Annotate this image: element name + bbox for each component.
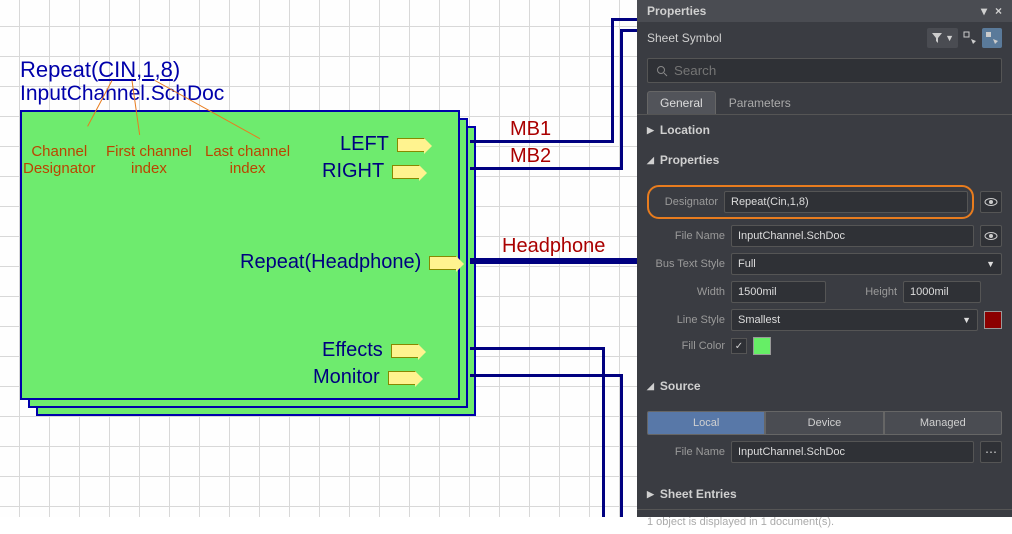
section-properties[interactable]: ◢ Properties [637, 145, 1012, 175]
wire [620, 374, 623, 517]
schematic-canvas[interactable]: Repeat(CIN,1,8) InputChannel.SchDoc Chan… [0, 0, 637, 517]
component-type: Sheet Symbol [647, 31, 722, 45]
bustext-label: Bus Text Style [647, 258, 725, 270]
filter-dropdown[interactable]: ▼ [927, 28, 958, 48]
tab-general[interactable]: General [647, 91, 716, 114]
linestyle-color-swatch[interactable] [984, 311, 1002, 329]
section-source-body: Local Device Managed File Name ⋯ [637, 401, 1012, 479]
source-managed[interactable]: Managed [884, 411, 1002, 435]
annotation-first-index: First channelindex [106, 143, 192, 178]
section-location[interactable]: ▶ Location [637, 115, 1012, 145]
net-label-mb1: MB1 [510, 118, 551, 141]
bus [470, 258, 637, 264]
fillcolor-label: Fill Color [647, 340, 725, 352]
bustext-dropdown[interactable]: Full ▼ [731, 253, 1002, 275]
port-effects[interactable]: Effects [322, 339, 419, 362]
fillcolor-checkbox[interactable]: ✓ [731, 338, 747, 354]
wire [602, 347, 605, 517]
source-local[interactable]: Local [647, 411, 765, 435]
panel-subheader: Sheet Symbol ▼ [637, 22, 1012, 54]
section-sheetentries[interactable]: ▶ Sheet Entries [637, 479, 1012, 509]
visibility-toggle[interactable] [980, 191, 1002, 213]
source-filename-label: File Name [647, 446, 725, 458]
filename-label: File Name [647, 230, 725, 242]
source-device[interactable]: Device [765, 411, 883, 435]
close-icon[interactable]: × [995, 4, 1002, 18]
port-right[interactable]: RIGHT [322, 160, 420, 183]
wire [470, 374, 623, 377]
search-input[interactable] [674, 63, 993, 78]
height-input[interactable] [903, 281, 981, 303]
designator-input[interactable] [724, 191, 968, 213]
designator-label: Designator [653, 196, 718, 208]
wire [620, 29, 637, 32]
status-bar: 1 object is displayed in 1 document(s). [637, 509, 1012, 534]
wire [611, 18, 614, 143]
search-box[interactable] [647, 58, 1002, 83]
pin-icon[interactable]: ▾ [981, 4, 987, 18]
linestyle-label: Line Style [647, 314, 725, 326]
panel-header: Properties ▾ × [637, 0, 1012, 22]
port-monitor[interactable]: Monitor [313, 366, 416, 389]
section-properties-body: Designator File Name Bus Text Style Full… [637, 175, 1012, 371]
port-left[interactable]: LEFT [340, 133, 425, 156]
net-label-headphone: Headphone [502, 235, 605, 258]
search-icon [656, 65, 668, 77]
visibility-toggle[interactable] [980, 225, 1002, 247]
repeat-designator: Repeat(CIN,1,8) [20, 57, 180, 83]
properties-panel: Properties ▾ × Sheet Symbol ▼ General [637, 0, 1012, 517]
wire [620, 29, 623, 170]
select-mode-icon[interactable] [960, 28, 980, 48]
browse-button[interactable]: ⋯ [980, 441, 1002, 463]
annotation-designator: ChannelDesignator [23, 143, 96, 178]
tab-parameters[interactable]: Parameters [716, 91, 804, 114]
select-mode-icon-2[interactable] [982, 28, 1002, 48]
port-headphone[interactable]: Repeat(Headphone) [240, 251, 457, 274]
width-label: Width [647, 286, 725, 298]
filename-input[interactable] [731, 225, 974, 247]
tabs: General Parameters [637, 91, 1012, 115]
net-label-mb2: MB2 [510, 145, 551, 168]
wire [611, 18, 637, 21]
section-source[interactable]: ◢ Source [637, 371, 1012, 401]
width-input[interactable] [731, 281, 826, 303]
linestyle-dropdown[interactable]: Smallest ▼ [731, 309, 978, 331]
height-label: Height [832, 286, 897, 298]
panel-title: Properties [647, 4, 706, 18]
wire [470, 347, 605, 350]
source-filename-input[interactable] [731, 441, 974, 463]
fillcolor-swatch[interactable] [753, 337, 771, 355]
annotation-last-index: Last channelindex [205, 143, 290, 178]
